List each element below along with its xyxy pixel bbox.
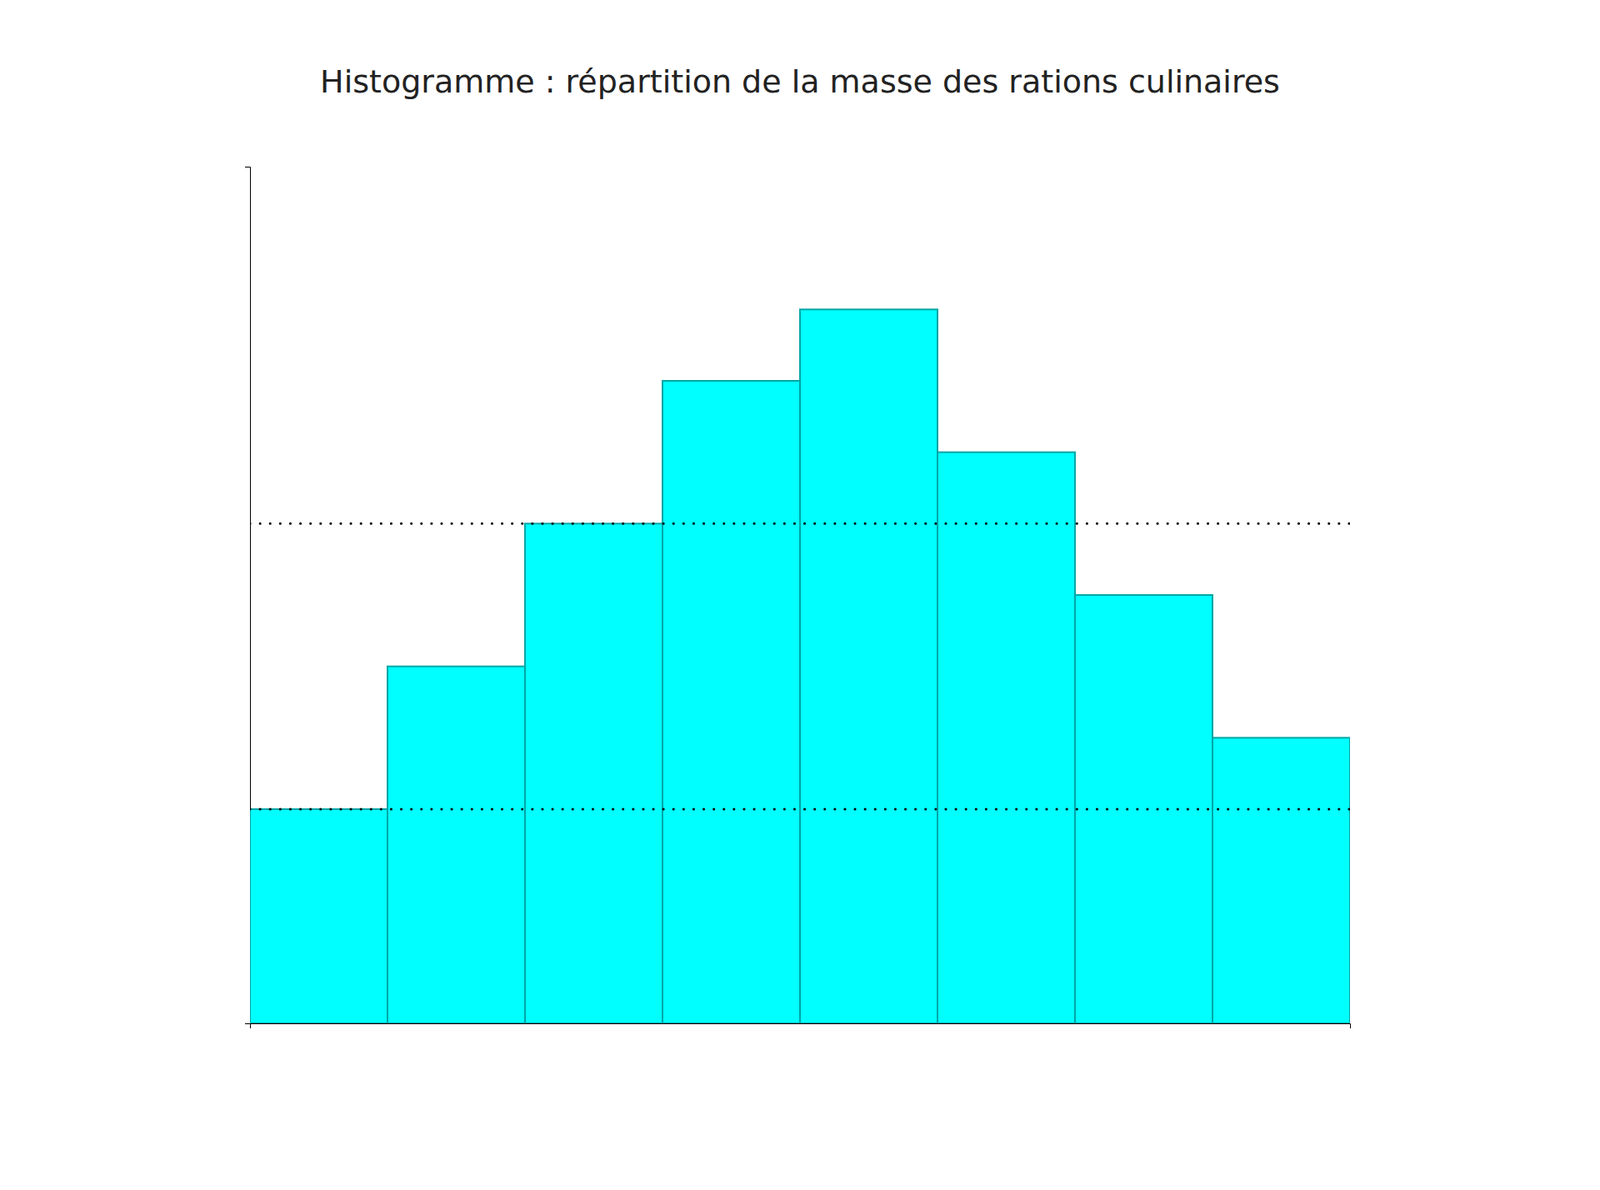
reference-line — [250, 808, 1350, 811]
plot-area — [245, 167, 1351, 1030]
bar — [1212, 737, 1350, 1024]
chart-title: Histogramme : répartition de la masse de… — [320, 63, 1280, 100]
marks — [250, 309, 1350, 1024]
bar — [662, 380, 800, 1024]
bar — [525, 523, 663, 1024]
x-axis — [250, 1024, 1351, 1030]
bar — [800, 309, 938, 1024]
y-axis — [245, 167, 251, 1025]
chart-svg: Histogramme : répartition de la masse de… — [0, 0, 1600, 1190]
bar — [250, 809, 388, 1024]
y-axis-line — [245, 167, 251, 1025]
x-axis-line — [250, 1024, 1351, 1030]
reference-line — [250, 522, 1350, 525]
bar — [937, 452, 1075, 1024]
bar — [1075, 595, 1213, 1024]
bar — [387, 666, 525, 1024]
